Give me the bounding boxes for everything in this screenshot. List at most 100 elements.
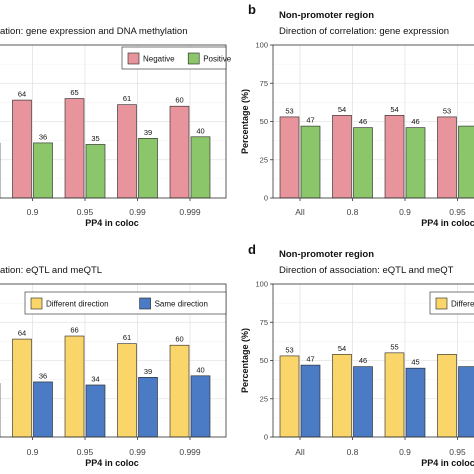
x-tick-label: 0.95 [449,447,466,457]
bar-value-label: 40 [196,365,204,374]
panel-subtitle: ation: gene expression and DNA methylati… [0,26,187,37]
bar-series-2 [458,366,474,438]
bar-value-label: 46 [359,117,367,126]
x-tick-label: 0.99 [129,207,146,217]
bar-series-2 [85,144,106,199]
y-tick-label: 75 [260,79,268,88]
legend-swatch [187,52,200,65]
legend-swatch [30,297,43,310]
x-axis-label: PP4 in coloc [85,458,139,468]
panel-title: Non-promoter region [279,249,374,260]
legend-box [121,46,227,70]
bar-series-1 [117,104,137,199]
x-tick-label: 0.999 [179,207,201,217]
bar-series-1 [437,354,457,438]
panel-subtitle: ation: eQTL and meQTL [0,265,102,276]
x-tick-label: 0.95 [449,207,466,217]
panel-subtitle: Direction of correlation: gene expressio… [279,26,449,37]
bar-value-label: 46 [411,117,419,126]
bar-value-label: 64 [18,329,26,338]
bar-value-label: 39 [144,128,152,137]
bar-series-1 [279,116,300,199]
bar-series-2 [85,384,106,438]
bar-series-1 [117,343,137,438]
bar-value-label: 47 [306,355,314,364]
bar-series-2 [300,364,321,438]
x-tick-label: 0.9 [399,447,411,457]
x-axis-label: PP4 in coloc [85,218,139,228]
bar-value-label: 66 [70,326,78,335]
legend-label: Negative [143,55,175,64]
bar-value-label: 54 [338,105,346,114]
chart-panel-2: b Non-promoter region Direction of correla… [240,2,474,228]
legend-label: Positive [203,55,232,64]
bar-value-label: 35 [91,134,99,143]
x-axis-label: PP4 in coloc [421,218,474,228]
bar-series-2 [353,366,373,438]
x-tick-label: 0.9 [27,207,39,217]
bar-value-label: 61 [123,333,131,342]
bar-series-1 [332,354,352,438]
bar-series-2 [300,125,321,199]
bar-value-label: 54 [338,344,346,353]
y-tick-label: 0 [264,433,268,442]
legend-swatch [139,297,151,310]
legend-label: Different direction [46,300,109,309]
bar-value-label: 47 [306,116,314,125]
x-tick-label: All [295,447,305,457]
y-axis-label: Percentage (%) [240,328,250,393]
legend-label: Same direction [155,300,208,309]
bar-series-1 [12,99,32,199]
x-tick-label: All [295,207,305,217]
bar-value-label: 46 [359,356,367,365]
panel-letter: d [248,242,256,257]
bar-series-2 [33,142,53,199]
plot-frame [0,44,227,199]
chart-panel-4: d Non-promoter region Direction of associa… [240,242,474,468]
bar-value-label: 40 [196,126,204,135]
bar-series-2 [458,125,474,199]
chart-panel-3: ation: eQTL and meQTL6466616035363439400… [0,265,227,468]
bar-series-1 [12,338,32,438]
bar-value-label: 54 [390,105,398,114]
x-tick-label: 0.8 [347,447,359,457]
bar-series-2 [353,127,373,199]
panel-subtitle: Direction of association: eQTL and meQT [279,265,454,276]
x-tick-label: 0.9 [27,447,39,457]
bar-series-2 [138,377,158,438]
legend-label: Differen [451,300,474,309]
bar-value-label: 36 [39,371,47,380]
x-tick-label: 0.9 [399,207,411,217]
bar-value-label: 53 [285,345,293,354]
bar-series-1 [384,115,405,199]
y-axis-label: Percentage (%) [240,89,250,154]
bar-series-1 [64,98,85,199]
bar-series-1 [279,355,300,438]
bar-value-label: 45 [411,358,419,367]
legend-box [24,291,227,315]
bar-value-label: 65 [70,88,78,97]
x-tick-label: 0.999 [179,447,201,457]
x-axis-label: PP4 in coloc [421,458,474,468]
bar-value-label: 53 [285,106,293,115]
x-tick-label: 0.95 [77,447,94,457]
bar-value-label: 53 [443,106,451,115]
bar-series-1 [169,344,190,438]
legend-swatch [435,297,448,310]
x-tick-label: 0.99 [129,447,146,457]
bar-value-label: 39 [144,367,152,376]
y-tick-label: 25 [260,155,268,164]
y-tick-label: 0 [264,194,268,203]
bar-series-1 [64,335,85,438]
panel-title: Non-promoter region [279,10,374,21]
bar-series-2 [138,138,158,199]
bar-series-1 [169,105,190,199]
bar-value-label: 60 [175,96,183,105]
plot-frame [0,283,227,438]
bar-series-2 [405,127,426,199]
bar-value-label: 60 [175,335,183,344]
legend-swatch [127,52,140,65]
y-tick-label: 100 [255,41,268,50]
bar-series-2 [190,375,211,438]
